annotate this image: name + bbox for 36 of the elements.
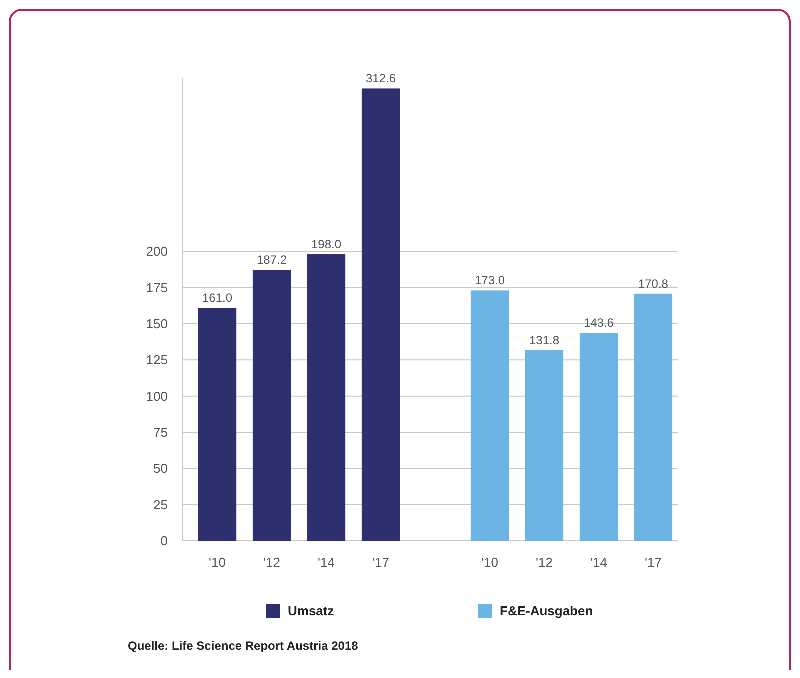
y-tick-label: 175: [146, 280, 168, 296]
data-label: 170.8: [638, 276, 669, 291]
bar: [580, 333, 618, 541]
source-note: Quelle: Life Science Report Austria 2018: [128, 639, 359, 653]
y-tick-label: 200: [146, 244, 168, 260]
bar: [252, 270, 292, 541]
x-tick-label: '17: [645, 555, 662, 570]
bar: [307, 254, 346, 541]
bar: [470, 290, 510, 541]
data-label: 187.2: [257, 253, 288, 268]
x-tick-label: '14: [318, 555, 335, 570]
data-label: 131.8: [529, 333, 560, 348]
x-tick-label: '10: [209, 555, 226, 570]
bar: [634, 294, 673, 541]
y-tick-label: 25: [154, 497, 168, 512]
x-tick-label: '10: [482, 555, 498, 570]
legend-label: F&E-Ausgaben: [500, 604, 594, 619]
data-label: 161.0: [202, 291, 233, 306]
legend-label: Umsatz: [288, 604, 335, 619]
bar: [362, 88, 400, 541]
y-tick-label: 125: [146, 352, 168, 368]
bar: [198, 308, 237, 541]
data-label: 173.0: [474, 274, 506, 288]
y-tick-label: 50: [154, 461, 168, 476]
x-tick-label: '17: [372, 555, 390, 570]
bar: [525, 350, 564, 541]
x-tick-label: '12: [264, 555, 280, 570]
data-label: 312.6: [366, 72, 396, 86]
y-tick-label: 0: [160, 534, 168, 549]
x-tick-label: '12: [536, 555, 553, 570]
y-tick-label: 100: [146, 388, 168, 404]
data-label: 198.0: [311, 238, 342, 252]
x-tick-label: '14: [590, 555, 608, 570]
y-tick-label: 150: [146, 316, 168, 332]
data-label: 143.6: [584, 316, 614, 330]
y-tick-label: 75: [154, 425, 168, 440]
